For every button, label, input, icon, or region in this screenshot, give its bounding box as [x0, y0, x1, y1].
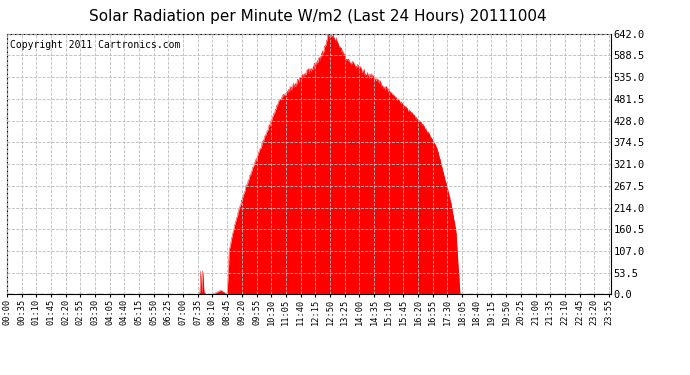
Text: Copyright 2011 Cartronics.com: Copyright 2011 Cartronics.com — [10, 40, 180, 50]
Text: Solar Radiation per Minute W/m2 (Last 24 Hours) 20111004: Solar Radiation per Minute W/m2 (Last 24… — [88, 9, 546, 24]
